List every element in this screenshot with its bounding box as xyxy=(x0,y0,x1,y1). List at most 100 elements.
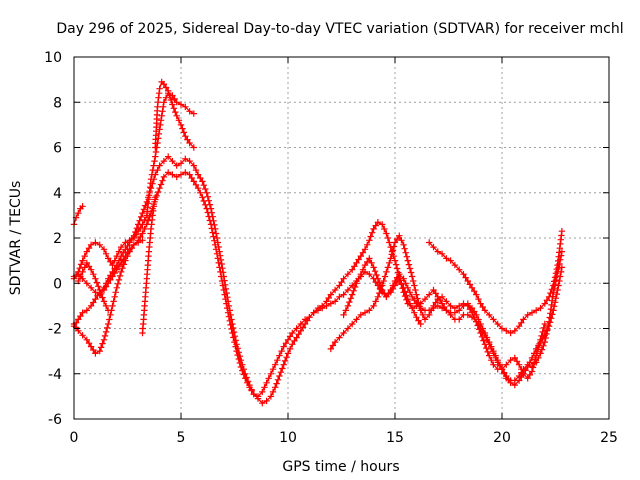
data-point xyxy=(113,266,120,273)
data-point xyxy=(349,266,356,273)
data-point xyxy=(263,397,270,405)
data-point xyxy=(471,288,478,295)
data-point xyxy=(208,225,215,232)
series-track-3 xyxy=(152,78,197,151)
x-tick-label: 10 xyxy=(279,430,297,446)
data-point xyxy=(477,320,484,328)
series-track-6 xyxy=(70,237,146,357)
data-point xyxy=(408,293,416,300)
data-point xyxy=(284,350,292,357)
data-point xyxy=(218,277,226,285)
data-point xyxy=(190,110,197,117)
data-point xyxy=(480,337,487,344)
data-point xyxy=(553,290,560,298)
data-point xyxy=(79,309,86,316)
data-point xyxy=(456,266,463,273)
data-point xyxy=(500,369,508,376)
y-tick-labels: -6 -4 -2 0 2 4 6 8 10 xyxy=(44,50,62,428)
data-point xyxy=(486,352,493,359)
data-point xyxy=(232,343,239,350)
data-point xyxy=(379,221,386,228)
data-point xyxy=(456,302,463,310)
data-point xyxy=(224,304,231,312)
data-point xyxy=(117,243,125,251)
data-point xyxy=(186,108,193,115)
data-point xyxy=(526,371,533,379)
data-point xyxy=(223,300,230,307)
data-point xyxy=(90,299,97,306)
data-point xyxy=(269,388,277,396)
data-point xyxy=(340,311,347,319)
data-point xyxy=(203,205,210,212)
data-point xyxy=(145,217,152,224)
data-point xyxy=(551,299,559,306)
data-point xyxy=(160,173,168,181)
data-point xyxy=(79,257,86,264)
data-point xyxy=(204,209,211,216)
data-point xyxy=(503,327,510,334)
data-point xyxy=(297,327,304,334)
y-tick-label: -4 xyxy=(48,367,62,383)
data-point xyxy=(331,298,339,305)
data-point xyxy=(374,219,382,226)
data-point xyxy=(383,268,390,276)
data-point xyxy=(83,280,90,287)
data-point xyxy=(551,274,559,281)
data-point xyxy=(515,323,523,330)
data-point xyxy=(404,257,411,264)
data-point xyxy=(291,337,298,345)
data-point xyxy=(188,174,195,182)
data-point xyxy=(227,321,234,329)
data-point xyxy=(520,370,527,377)
data-point xyxy=(515,377,523,384)
data-point xyxy=(186,171,193,178)
data-point xyxy=(139,237,146,244)
data-point xyxy=(90,346,97,354)
x-tick-label: 25 xyxy=(600,430,618,446)
data-point xyxy=(473,318,480,325)
series-line xyxy=(428,231,563,334)
data-point xyxy=(274,357,281,364)
data-point xyxy=(430,302,437,310)
data-point xyxy=(498,366,506,373)
data-point xyxy=(369,229,376,236)
data-point xyxy=(85,245,93,252)
data-point xyxy=(283,354,290,361)
data-point xyxy=(370,225,377,233)
data-point xyxy=(194,185,202,192)
data-point xyxy=(278,347,285,355)
data-point xyxy=(156,162,163,169)
data-point xyxy=(537,336,544,343)
data-point xyxy=(109,302,116,310)
data-point xyxy=(466,306,474,313)
data-point xyxy=(90,271,97,278)
data-point xyxy=(486,338,493,346)
data-point xyxy=(81,264,88,271)
data-point xyxy=(214,255,221,262)
data-point xyxy=(101,332,109,340)
data-point xyxy=(357,252,364,260)
data-point xyxy=(153,192,160,199)
data-point xyxy=(158,112,165,119)
data-point xyxy=(143,198,150,205)
data-point xyxy=(165,153,172,160)
data-point xyxy=(353,280,360,287)
data-point xyxy=(132,228,139,236)
data-point xyxy=(361,309,369,316)
data-point xyxy=(414,295,421,302)
data-point xyxy=(426,239,433,246)
data-point xyxy=(87,284,95,291)
axis-ticks xyxy=(73,56,610,420)
data-point xyxy=(374,275,382,282)
data-point xyxy=(106,316,113,323)
data-point xyxy=(81,252,88,260)
data-point xyxy=(488,343,495,350)
data-point xyxy=(209,229,216,236)
data-point xyxy=(111,269,118,277)
data-point xyxy=(107,258,114,265)
x-tick-label: 0 xyxy=(70,430,79,446)
data-point xyxy=(387,289,394,296)
data-point xyxy=(413,291,420,298)
data-point xyxy=(220,286,227,294)
data-point xyxy=(289,329,296,337)
